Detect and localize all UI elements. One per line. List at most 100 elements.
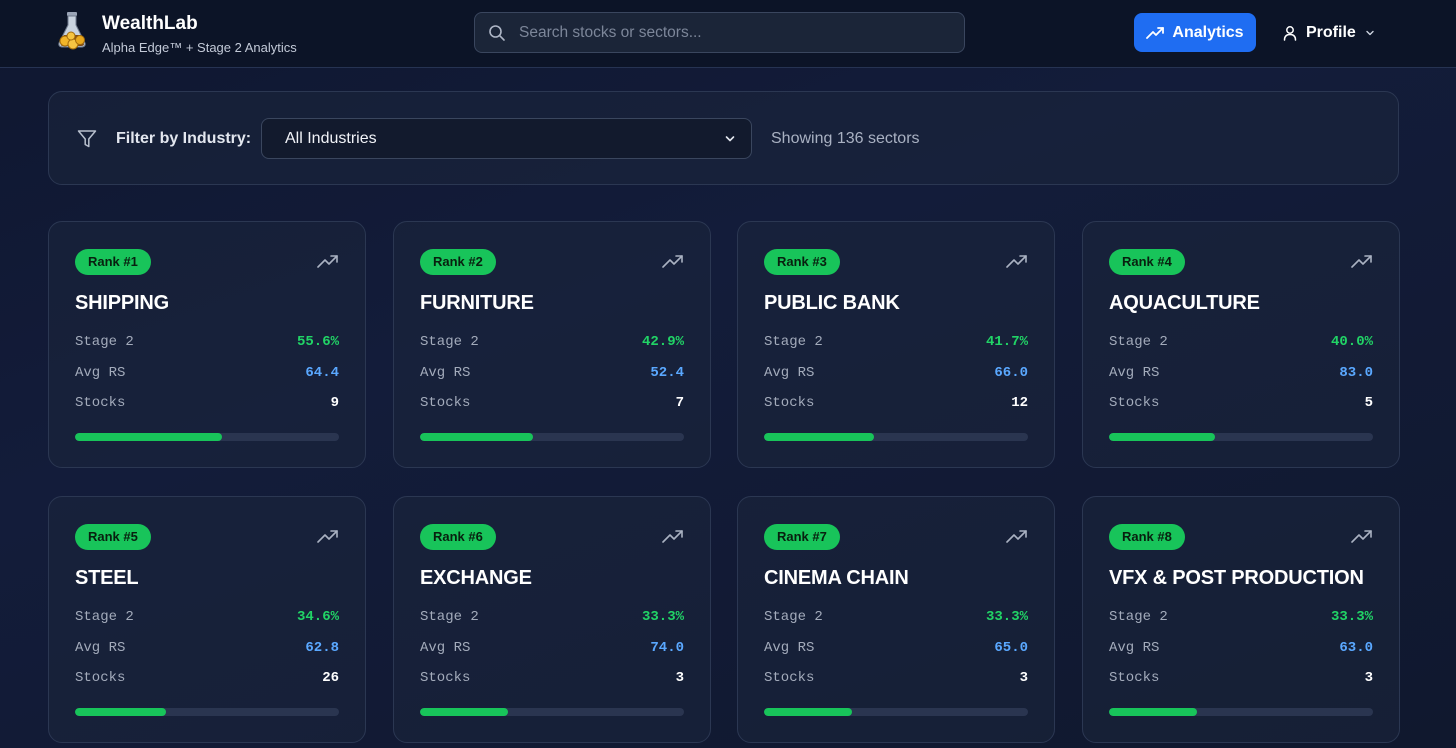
rank-badge: Rank #8: [1109, 524, 1185, 550]
stage2-value: 34.6%: [296, 609, 339, 625]
stocks-label: Stocks: [75, 395, 126, 411]
stage2-label: Stage 2: [75, 609, 134, 625]
search-box[interactable]: [474, 12, 965, 53]
stocks-label: Stocks: [1109, 670, 1160, 686]
sector-card[interactable]: Rank #4 AQUACULTURE Stage 2 40.0% Avg RS 83.0…: [1082, 221, 1400, 468]
stage2-progress-fill: [420, 708, 508, 716]
industry-filter-bar: Filter by Industry: All Industries Showi…: [48, 91, 1399, 185]
chevron-down-icon: [725, 136, 735, 142]
stage2-label: Stage 2: [1109, 334, 1168, 350]
rank-badge: Rank #4: [1109, 249, 1185, 275]
filter-icon: [77, 130, 97, 148]
trending-up-icon: [1006, 255, 1027, 268]
sector-card[interactable]: Rank #6 EXCHANGE Stage 2 33.3% Avg RS 74.0 Sto…: [393, 496, 711, 743]
rank-badge: Rank #5: [75, 524, 151, 550]
stage2-progress-fill: [420, 433, 534, 441]
stage2-progress-fill: [1109, 433, 1215, 441]
avg-rs-value: 65.0: [994, 640, 1028, 656]
search-input[interactable]: [519, 13, 949, 52]
stage2-progress-bar: [420, 433, 684, 441]
stocks-label: Stocks: [420, 395, 471, 411]
avg-rs-value: 63.0: [1339, 640, 1373, 656]
sector-name: EXCHANGE: [420, 567, 532, 589]
top-header: WealthLab Alpha Edge™ + Stage 2 Analytic…: [0, 0, 1456, 68]
stage2-progress-bar: [764, 708, 1028, 716]
stage2-value: 33.3%: [985, 609, 1028, 625]
avg-rs-value: 66.0: [994, 365, 1028, 381]
stage2-value: 41.7%: [985, 334, 1028, 350]
brand-title[interactable]: WealthLab: [102, 13, 198, 34]
sector-card[interactable]: Rank #1 SHIPPING Stage 2 55.6% Avg RS 64.4 Sto…: [48, 221, 366, 468]
avg-rs-row: Avg RS 83.0: [1109, 365, 1373, 383]
stage2-row: Stage 2 40.0%: [1109, 334, 1373, 352]
stocks-value: 3: [675, 670, 684, 686]
trending-up-icon: [317, 255, 338, 268]
rank-badge: Rank #2: [420, 249, 496, 275]
stocks-row: Stocks 7: [420, 395, 684, 413]
stage2-value: 33.3%: [1330, 609, 1373, 625]
stage2-progress-fill: [764, 433, 875, 441]
sector-name: AQUACULTURE: [1109, 292, 1260, 314]
rank-badge: Rank #6: [420, 524, 496, 550]
avg-rs-label: Avg RS: [420, 365, 471, 381]
avg-rs-value: 83.0: [1339, 365, 1373, 381]
stage2-row: Stage 2 41.7%: [764, 334, 1028, 352]
sector-card[interactable]: Rank #7 CINEMA CHAIN Stage 2 33.3% Avg RS 65.…: [737, 496, 1055, 743]
sector-card[interactable]: Rank #3 PUBLIC BANK Stage 2 41.7% Avg RS 66.0…: [737, 221, 1055, 468]
flask-coins-logo-icon[interactable]: [54, 11, 90, 51]
stocks-row: Stocks 3: [1109, 670, 1373, 688]
avg-rs-row: Avg RS 63.0: [1109, 640, 1373, 658]
trending-up-icon: [1351, 530, 1372, 543]
stage2-progress-bar: [1109, 433, 1373, 441]
analytics-button[interactable]: Analytics: [1134, 13, 1256, 52]
avg-rs-row: Avg RS 64.4: [75, 365, 339, 383]
sector-card[interactable]: Rank #8 VFX & POST PRODUCTION Stage 2 33.3%…: [1082, 496, 1400, 743]
stocks-value: 12: [1011, 395, 1028, 411]
stage2-label: Stage 2: [75, 334, 134, 350]
stage2-progress-bar: [75, 433, 339, 441]
trending-up-icon: [1351, 255, 1372, 268]
stocks-value: 3: [1364, 670, 1373, 686]
trending-up-icon: [662, 530, 683, 543]
industry-select[interactable]: All Industries: [261, 118, 752, 159]
avg-rs-row: Avg RS 74.0: [420, 640, 684, 658]
stocks-value: 7: [675, 395, 684, 411]
avg-rs-row: Avg RS 62.8: [75, 640, 339, 658]
stage2-label: Stage 2: [420, 334, 479, 350]
sector-name: VFX & POST PRODUCTION: [1109, 567, 1364, 589]
sector-count: Showing 136 sectors: [771, 130, 920, 147]
stage2-label: Stage 2: [420, 609, 479, 625]
profile-menu[interactable]: Profile: [1282, 20, 1376, 46]
sector-name: SHIPPING: [75, 292, 169, 314]
stocks-label: Stocks: [1109, 395, 1160, 411]
avg-rs-label: Avg RS: [75, 365, 126, 381]
stage2-value: 33.3%: [641, 609, 684, 625]
stage2-progress-bar: [764, 433, 1028, 441]
stocks-value: 3: [1019, 670, 1028, 686]
stage2-label: Stage 2: [764, 609, 823, 625]
trending-up-icon: [1006, 530, 1027, 543]
sector-card[interactable]: Rank #5 STEEL Stage 2 34.6% Avg RS 62.8 Stocks…: [48, 496, 366, 743]
analytics-label: Analytics: [1172, 23, 1244, 41]
sector-card[interactable]: Rank #2 FURNITURE Stage 2 42.9% Avg RS 52.4 St…: [393, 221, 711, 468]
stocks-value: 5: [1364, 395, 1373, 411]
trending-up-icon: [317, 530, 338, 543]
stage2-value: 42.9%: [641, 334, 684, 350]
stage2-row: Stage 2 55.6%: [75, 334, 339, 352]
avg-rs-value: 52.4: [650, 365, 684, 381]
stage2-value: 40.0%: [1330, 334, 1373, 350]
stocks-label: Stocks: [764, 670, 815, 686]
stocks-row: Stocks 3: [764, 670, 1028, 688]
stage2-progress-bar: [1109, 708, 1373, 716]
stage2-progress-fill: [764, 708, 852, 716]
stocks-row: Stocks 26: [75, 670, 339, 688]
stocks-label: Stocks: [420, 670, 471, 686]
stage2-row: Stage 2 34.6%: [75, 609, 339, 627]
filter-label: Filter by Industry:: [116, 130, 252, 147]
stage2-row: Stage 2 33.3%: [764, 609, 1028, 627]
stage2-progress-fill: [75, 708, 167, 716]
rank-badge: Rank #7: [764, 524, 840, 550]
avg-rs-label: Avg RS: [1109, 640, 1160, 656]
stocks-row: Stocks 5: [1109, 395, 1373, 413]
rank-badge: Rank #1: [75, 249, 151, 275]
